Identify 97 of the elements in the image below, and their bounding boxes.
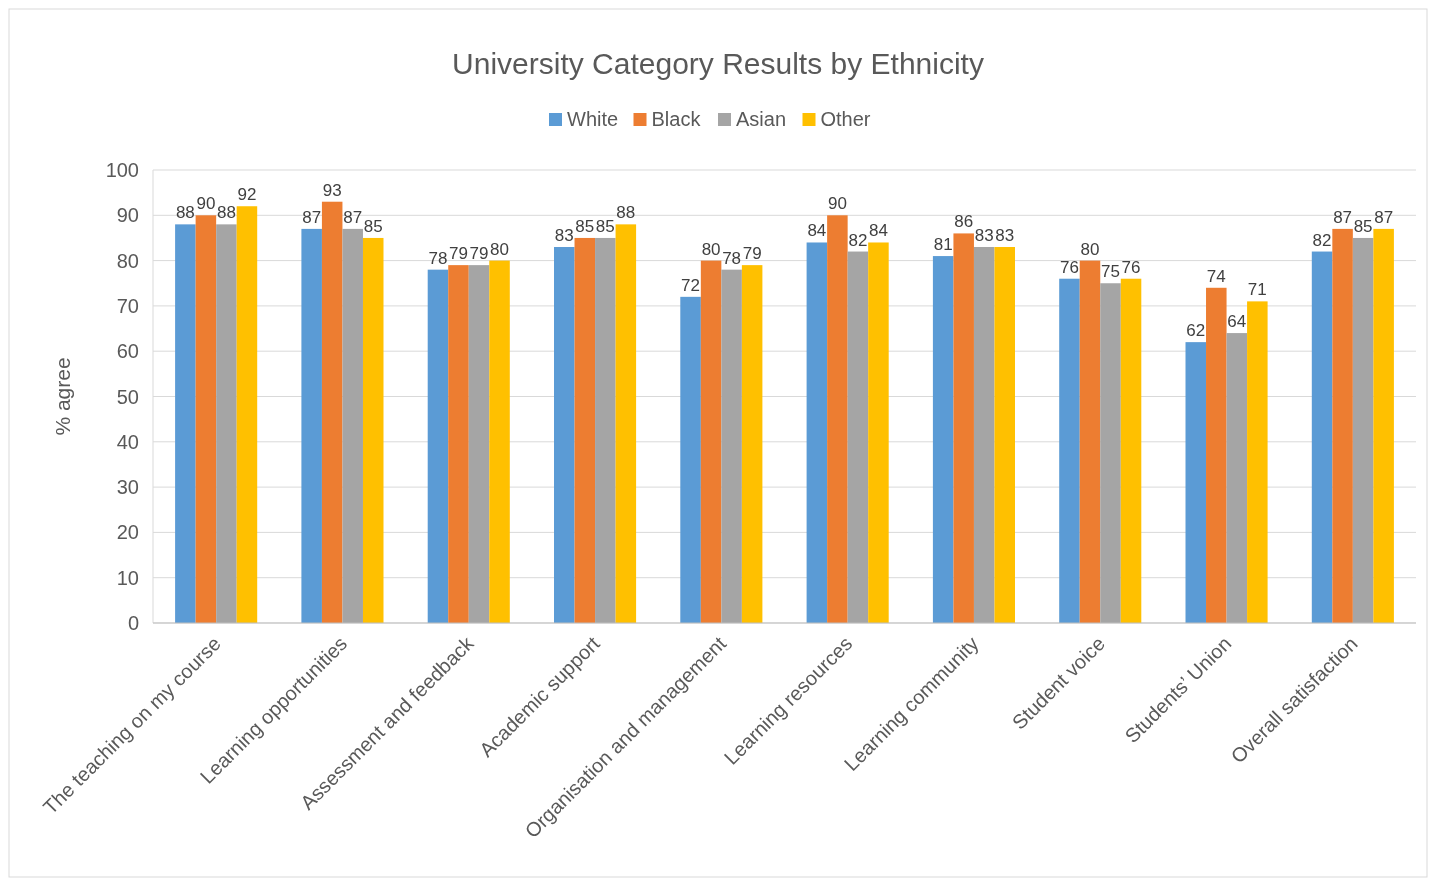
bar	[680, 296, 701, 623]
y-tick-label: 60	[116, 340, 139, 363]
data-label: 87	[343, 207, 363, 227]
bar	[700, 260, 722, 623]
data-label: 84	[868, 221, 888, 241]
data-label: 83	[974, 226, 994, 246]
data-label: 85	[595, 216, 615, 236]
y-tick-label: 30	[116, 476, 139, 499]
data-label: 72	[681, 275, 701, 295]
data-label: 88	[216, 203, 236, 223]
legend-label: Black	[651, 108, 702, 130]
y-tick-label: 50	[116, 385, 139, 408]
bar	[321, 201, 343, 623]
bar	[1059, 278, 1080, 623]
bar	[574, 237, 596, 623]
data-label: 93	[322, 180, 342, 200]
bar	[827, 215, 848, 623]
bar	[1206, 287, 1227, 623]
legend-label: Asian	[736, 108, 787, 130]
data-label: 79	[742, 244, 762, 264]
data-label: 84	[807, 221, 827, 241]
bar	[932, 256, 954, 623]
y-tick-label: 0	[127, 612, 139, 634]
bar	[489, 260, 510, 623]
bar	[615, 224, 637, 623]
data-label: 78	[428, 248, 448, 268]
bar	[448, 265, 469, 623]
bar	[1079, 260, 1101, 623]
data-label: 88	[175, 203, 195, 223]
bar	[175, 224, 196, 623]
data-label: 83	[554, 226, 574, 246]
bar	[994, 247, 1015, 623]
data-label: 85	[1353, 216, 1373, 236]
bar	[1185, 342, 1207, 623]
data-label: 82	[848, 230, 868, 250]
data-label: 76	[1060, 257, 1079, 277]
data-label: 78	[722, 248, 742, 268]
bar	[236, 206, 258, 623]
bar	[1332, 228, 1353, 623]
bar	[1311, 251, 1333, 623]
bar	[953, 233, 974, 623]
bar	[1373, 228, 1394, 623]
data-label: 90	[827, 194, 847, 214]
y-axis-title: % agree	[51, 357, 74, 436]
data-label: 86	[954, 212, 974, 232]
data-label: 64	[1227, 312, 1247, 332]
data-label: 74	[1206, 266, 1226, 286]
legend-label: Other	[820, 108, 871, 130]
data-label: 79	[449, 244, 468, 264]
bar	[554, 247, 575, 623]
data-label: 83	[995, 226, 1015, 246]
bar	[301, 228, 322, 623]
bar	[847, 251, 869, 623]
bar	[216, 224, 237, 623]
data-label: 85	[363, 216, 383, 236]
bar	[1247, 301, 1268, 623]
data-label: 87	[302, 207, 322, 227]
legend-label: White	[567, 108, 619, 130]
bar	[595, 237, 616, 623]
data-label: 88	[616, 203, 636, 223]
bar	[868, 242, 889, 623]
bar	[741, 265, 763, 623]
y-tick-label: 90	[116, 204, 139, 227]
bar	[1352, 237, 1374, 623]
bar	[342, 228, 363, 623]
bar	[806, 242, 828, 623]
data-label: 80	[701, 239, 721, 259]
data-label: 80	[1080, 239, 1100, 259]
bar	[362, 237, 384, 623]
data-label: 87	[1333, 207, 1353, 227]
y-tick-label: 70	[116, 294, 139, 317]
y-tick-label: 20	[116, 521, 139, 544]
bar	[721, 269, 742, 623]
y-tick-label: 80	[116, 249, 139, 272]
bar	[973, 247, 995, 623]
data-label: 79	[469, 244, 489, 264]
data-label: 82	[1312, 230, 1332, 250]
data-label: 62	[1186, 321, 1206, 341]
data-label: 81	[933, 235, 953, 255]
bar	[427, 269, 449, 623]
bar	[1100, 283, 1121, 623]
bar	[468, 265, 490, 623]
chart-title: University Category Results by Ethnicity	[452, 47, 984, 80]
data-label: 75	[1101, 262, 1120, 282]
y-tick-label: 100	[105, 159, 139, 181]
y-tick-label: 40	[116, 430, 139, 453]
data-label: 85	[575, 216, 595, 236]
data-label: 80	[490, 239, 509, 259]
data-label: 87	[1374, 207, 1394, 227]
data-label: 92	[237, 185, 257, 205]
data-label: 90	[196, 194, 216, 214]
data-label: 76	[1121, 257, 1141, 277]
bar	[195, 215, 217, 623]
bar	[1226, 333, 1248, 623]
data-label: 71	[1247, 280, 1267, 300]
bar	[1120, 278, 1142, 623]
y-tick-label: 10	[116, 566, 139, 589]
